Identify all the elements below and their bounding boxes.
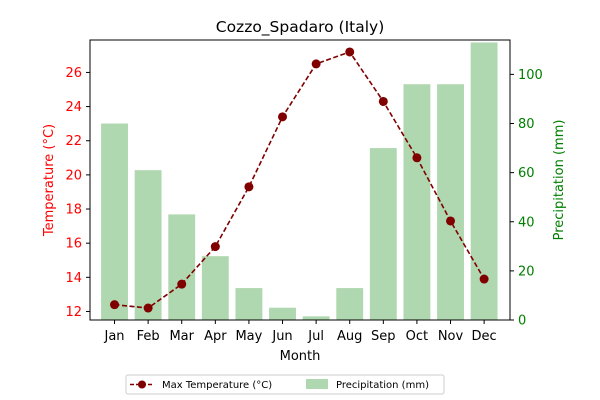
y-axis-right: 0 20 40 60 80 100 xyxy=(510,68,543,329)
y-left-tick-label: 14 xyxy=(65,271,82,286)
temperature-point xyxy=(345,47,355,57)
precipitation-bar xyxy=(470,42,498,320)
precipitation-bar xyxy=(369,148,397,320)
y-right-tick-label: 40 xyxy=(518,215,535,230)
temperature-point xyxy=(177,279,187,289)
precipitation-bars xyxy=(101,42,498,320)
x-tick-label: Oct xyxy=(406,329,428,344)
y-left-tick-label: 22 xyxy=(65,134,82,149)
legend-box xyxy=(125,374,445,395)
temperature-point xyxy=(143,303,153,313)
y-left-tick-label: 12 xyxy=(65,305,82,320)
x-tick-label: Dec xyxy=(472,329,497,344)
y-left-tick-label: 16 xyxy=(65,237,82,252)
y-axis-left: 12 14 16 18 20 22 24 26 xyxy=(65,66,90,320)
temperature-point xyxy=(110,300,120,310)
x-tick-label: Jul xyxy=(307,329,324,344)
x-tick-label: Apr xyxy=(204,329,227,344)
y-left-tick-label: 18 xyxy=(65,203,82,218)
precipitation-bar xyxy=(269,307,296,320)
legend-label-precipitation: Precipitation (mm) xyxy=(336,380,429,391)
temperature-point xyxy=(311,59,321,69)
precipitation-bar xyxy=(437,84,464,320)
precipitation-bar xyxy=(134,170,162,320)
x-tick-label: Aug xyxy=(337,329,362,344)
precipitation-bar xyxy=(336,288,364,320)
x-tick-label: Nov xyxy=(438,329,464,344)
y-left-tick-label: 24 xyxy=(65,100,82,115)
precipitation-bar xyxy=(168,214,196,320)
temperature-point xyxy=(412,153,422,163)
legend-label-temperature: Max Temperature (°C) xyxy=(162,380,272,391)
y-left-tick-label: 20 xyxy=(65,168,82,183)
legend-bar-swatch xyxy=(306,379,328,389)
y-right-tick-label: 60 xyxy=(518,166,535,181)
y-right-tick-label: 0 xyxy=(518,314,526,329)
x-tick-label: Mar xyxy=(169,329,194,344)
precipitation-bar xyxy=(403,84,431,320)
chart-title: Cozzo_Spadaro (Italy) xyxy=(216,18,385,37)
x-tick-label: May xyxy=(235,329,262,344)
precipitation-bar xyxy=(101,123,128,320)
x-axis: Jan Feb Mar Apr May Jun Jul Aug Sep Oct Nov Dec xyxy=(103,320,497,344)
y-axis-left-label: Temperature (°C) xyxy=(42,124,57,237)
x-axis-label: Month xyxy=(280,349,321,364)
precipitation-bar xyxy=(235,288,263,320)
y-right-tick-label: 80 xyxy=(518,117,535,132)
temperature-series-line xyxy=(114,50,485,309)
temperature-point xyxy=(446,216,456,226)
x-tick-label: Feb xyxy=(137,329,160,344)
temperature-line xyxy=(110,47,489,313)
temperature-point xyxy=(210,242,220,252)
temperature-point xyxy=(479,274,489,284)
legend: Max Temperature (°C) Precipitation (mm) xyxy=(125,374,445,395)
legend-line-marker xyxy=(138,380,146,389)
y-right-tick-label: 100 xyxy=(518,68,543,83)
temperature-point xyxy=(278,112,288,122)
x-tick-label: Sep xyxy=(371,329,396,344)
x-tick-label: Jun xyxy=(271,329,292,344)
x-tick-label: Jan xyxy=(103,329,124,344)
y-left-tick-label: 26 xyxy=(65,66,82,81)
precipitation-bar xyxy=(201,256,229,320)
precipitation-bar xyxy=(302,316,330,320)
temperature-point xyxy=(244,182,254,192)
plot-area-frame xyxy=(89,39,511,321)
temperature-point xyxy=(378,96,388,106)
y-axis-right-label: Precipitation (mm) xyxy=(552,120,567,241)
y-right-tick-label: 20 xyxy=(518,264,535,279)
